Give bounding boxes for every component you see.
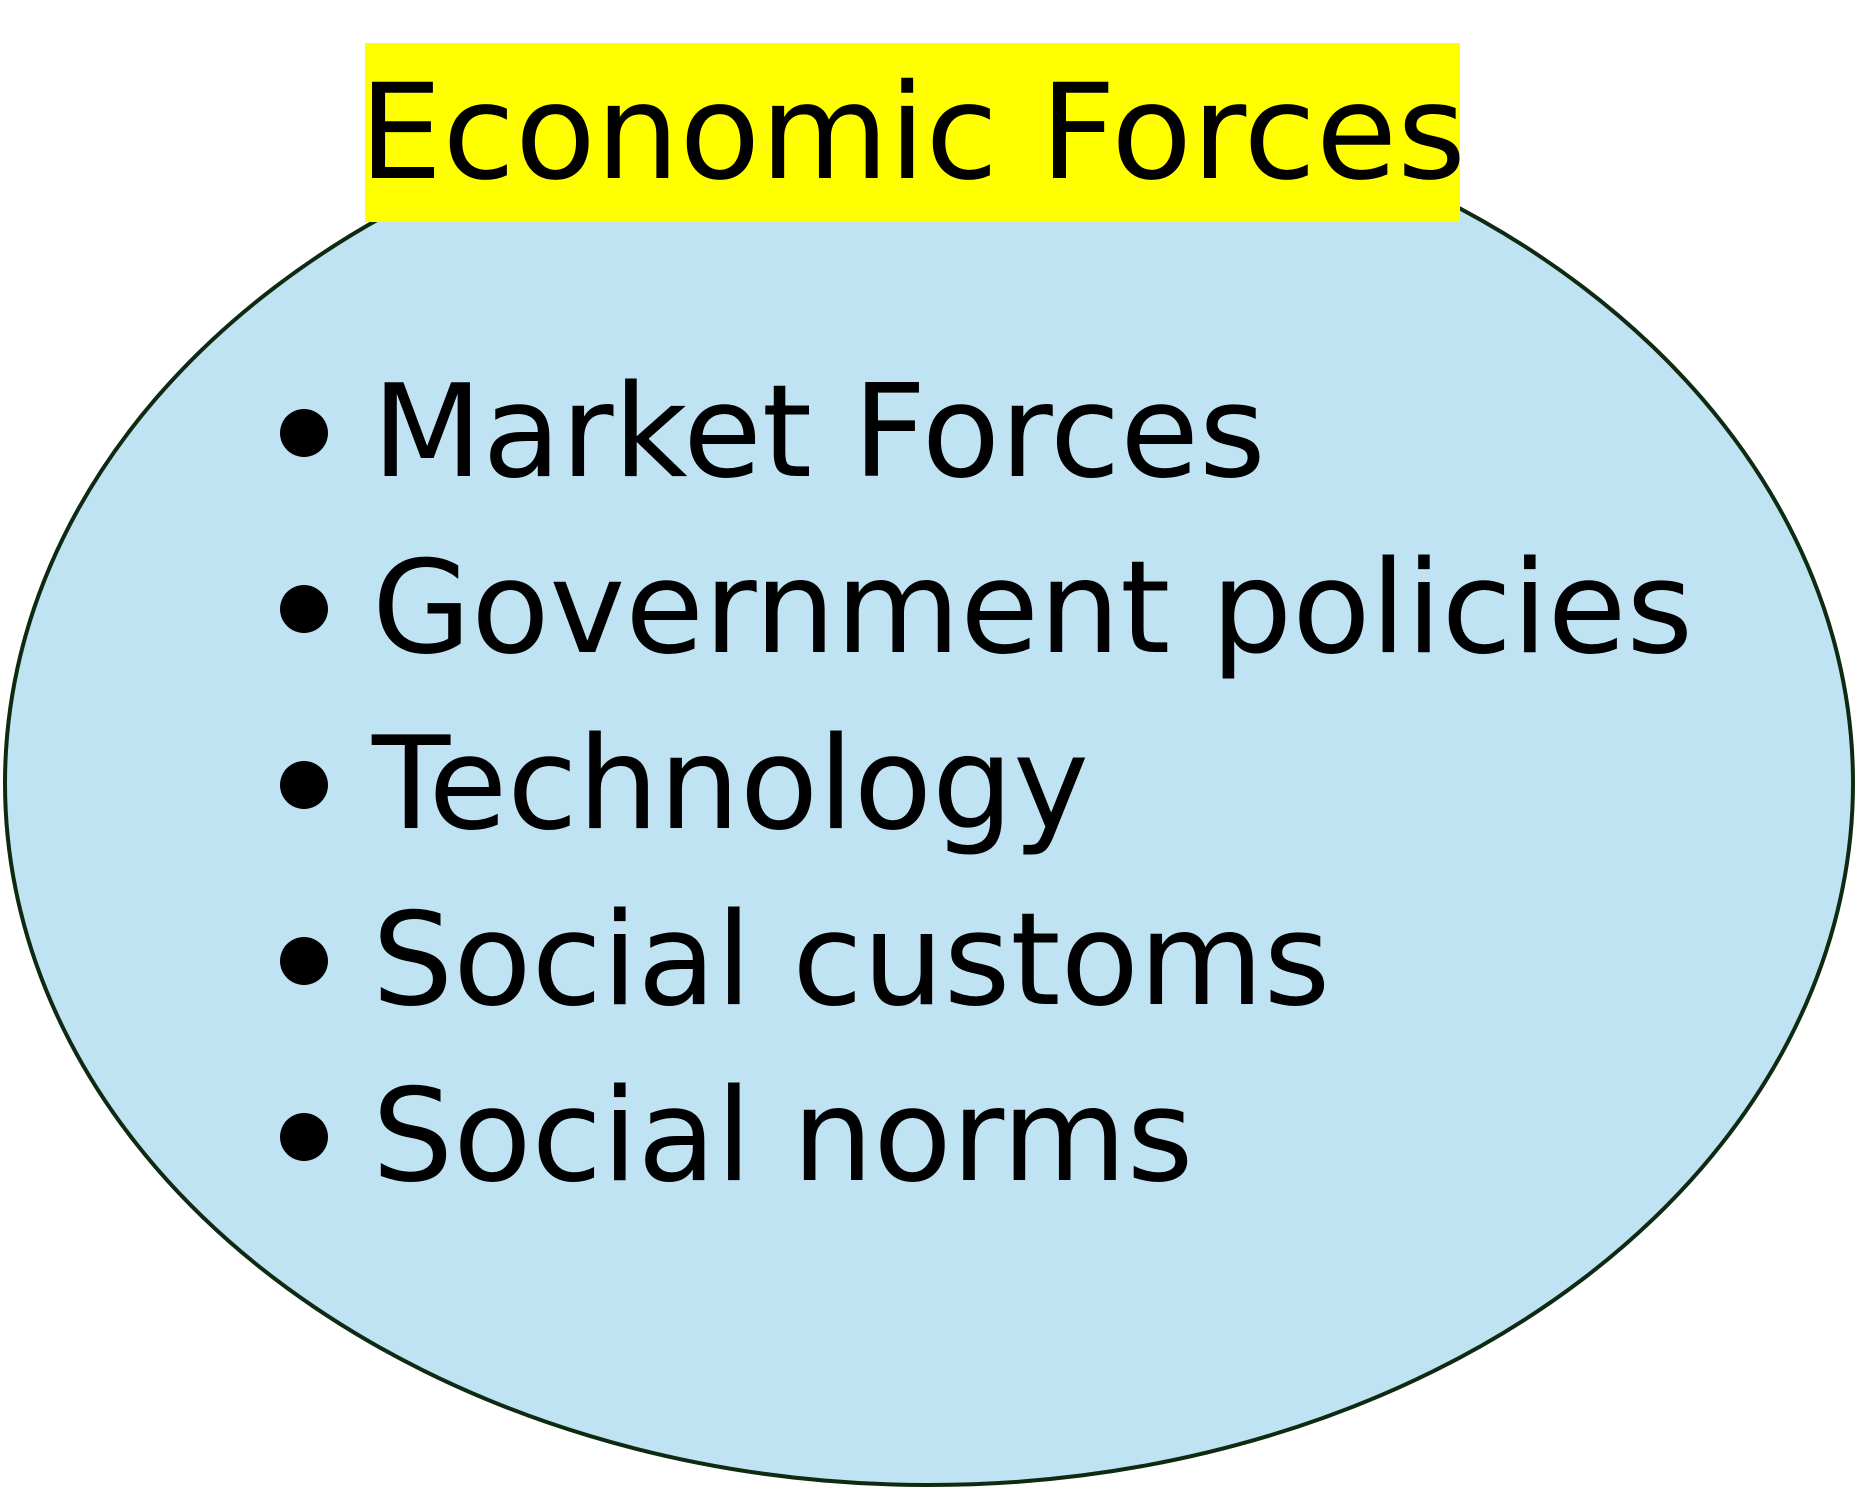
list-item-market-forces: Market Forces [280, 345, 1693, 521]
list-item-social-norms: Social norms [280, 1049, 1693, 1225]
bullet-icon [280, 761, 328, 809]
diagram-title: Economic Forces [359, 55, 1466, 210]
list-item-label: Government policies [372, 534, 1693, 683]
list-item-label: Social customs [372, 886, 1331, 1035]
bullet-icon [280, 937, 328, 985]
forces-list: Market Forces Government policies Techno… [280, 345, 1693, 1225]
list-item-label: Social norms [372, 1062, 1194, 1211]
list-item-technology: Technology [280, 697, 1693, 873]
bullet-icon [280, 1113, 328, 1161]
list-item-label: Technology [372, 710, 1089, 859]
title-highlight [365, 43, 1460, 222]
bullet-icon [280, 585, 328, 633]
list-item-label: Market Forces [372, 358, 1266, 507]
bullet-icon [280, 409, 328, 457]
list-item-social-customs: Social customs [280, 873, 1693, 1049]
list-item-government-policies: Government policies [280, 521, 1693, 697]
